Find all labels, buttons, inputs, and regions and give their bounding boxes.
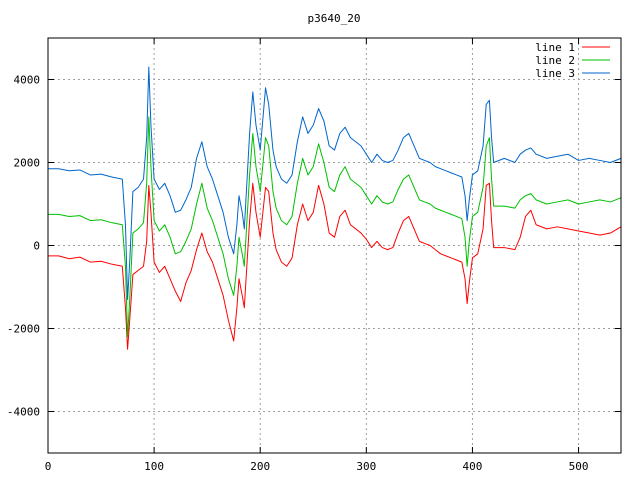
x-tick-label: 400 (463, 460, 483, 473)
y-tick-label: 2000 (14, 157, 41, 170)
legend-label: line 2 (535, 54, 575, 67)
axes: 0 100 200 300 400 500 -4000 -2000 0 2000 4000 (7, 38, 621, 473)
x-tick-label: 0 (45, 460, 52, 473)
y-tick-label: -2000 (7, 323, 40, 336)
legend-label: line 3 (535, 67, 575, 80)
y-tick-label: 4000 (14, 74, 41, 87)
series-line-2 (48, 116, 622, 338)
series-line-3 (48, 66, 622, 300)
chart-title: p3640_20 (308, 12, 361, 25)
x-tick-label: 500 (569, 460, 589, 473)
grid-lines (48, 38, 621, 453)
series-lines (48, 66, 622, 350)
series-line-1 (48, 182, 622, 350)
legend-label: line 1 (535, 41, 575, 54)
x-tick-label: 300 (356, 460, 376, 473)
y-tick-label: -4000 (7, 406, 40, 419)
x-tick-label: 100 (144, 460, 164, 473)
y-tick-label: 0 (33, 240, 40, 253)
x-tick-label: 200 (250, 460, 270, 473)
